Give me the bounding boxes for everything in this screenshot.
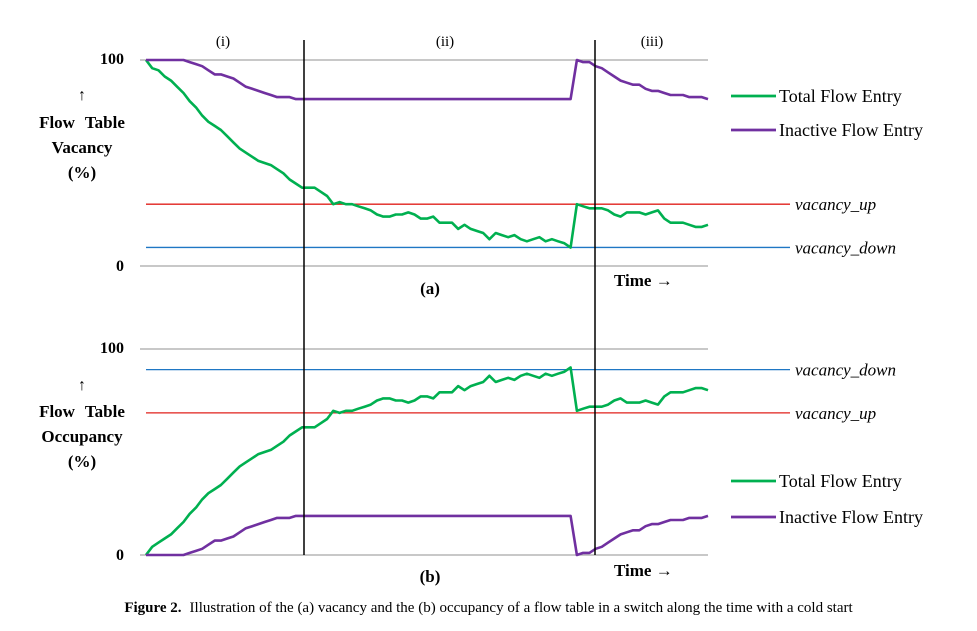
- xlabel-b: Time →: [614, 561, 673, 580]
- ylabel-line3-a: (%): [68, 163, 96, 182]
- series-lines-a: [144, 58, 709, 249]
- ytick-top-b: 100: [100, 340, 124, 357]
- threshold-label-vacancy-up: vacancy_up: [795, 195, 876, 214]
- threshold-lines-b: [146, 368, 790, 414]
- threshold-label-vacancy-down: vacancy_down: [795, 361, 896, 380]
- panel-label-b: (b): [420, 567, 441, 586]
- series-line-inactive-flow-entry: [146, 58, 709, 101]
- ylabel-line2-a: Vacancy: [52, 138, 113, 157]
- phase-label-iii: (iii): [641, 34, 664, 50]
- ytick-bottom-a: 0: [116, 258, 124, 275]
- ylabel-line3-b: (%): [68, 452, 96, 471]
- threshold-lines-a: [146, 203, 790, 249]
- phase-label-i: (i): [216, 34, 230, 50]
- gridlines-b: [140, 348, 708, 556]
- figure-charts: (i) (ii) (iii) 100 0 ↑ Flow Table Vacanc…: [39, 34, 923, 586]
- ylabel-line1-a: Flow Table: [39, 113, 125, 132]
- ylabel-arrow-b: ↑: [78, 377, 86, 394]
- figure-caption: Figure 2. Illustration of the (a) vacancy…: [0, 600, 977, 617]
- phase-label-ii: (ii): [436, 34, 454, 50]
- threshold-labels-b: vacancy_down vacancy_up: [795, 361, 896, 423]
- legend-label: Inactive Flow Entry: [779, 507, 923, 527]
- gridlines-a: [140, 59, 708, 267]
- caption-text: Illustration of the (a) vacancy and the …: [189, 600, 853, 616]
- threshold-label-vacancy-up: vacancy_up: [795, 404, 876, 423]
- ylabel-arrow-a: ↑: [78, 87, 86, 104]
- legend-b: Total Flow Entry Inactive Flow Entry: [731, 471, 923, 527]
- ylabel-line2-b: Occupancy: [41, 427, 123, 446]
- legend-label: Total Flow Entry: [779, 86, 902, 106]
- xlabel-a: Time →: [614, 271, 673, 290]
- legend-label: Inactive Flow Entry: [779, 120, 923, 140]
- threshold-labels-a: vacancy_up vacancy_down: [795, 195, 896, 257]
- chart-panel-b: 100 0 ↑ Flow Table Occupancy (%) Time → …: [39, 340, 923, 586]
- series-line-total-flow-entry: [144, 366, 709, 556]
- series-lines-b: [144, 366, 709, 557]
- panel-label-a: (a): [420, 279, 440, 298]
- caption-label: Figure 2.: [124, 600, 182, 616]
- ytick-top-a: 100: [100, 51, 124, 68]
- ytick-bottom-b: 0: [116, 547, 124, 564]
- threshold-label-vacancy-down: vacancy_down: [795, 238, 896, 257]
- chart-panel-a: 100 0 ↑ Flow Table Vacancy (%) Time → (a…: [39, 51, 923, 298]
- series-line-total-flow-entry: [144, 59, 709, 249]
- series-line-inactive-flow-entry: [146, 514, 709, 557]
- legend-label: Total Flow Entry: [779, 471, 902, 491]
- ylabel-line1-b: Flow Table: [39, 402, 125, 421]
- legend-a: Total Flow Entry Inactive Flow Entry: [731, 86, 923, 140]
